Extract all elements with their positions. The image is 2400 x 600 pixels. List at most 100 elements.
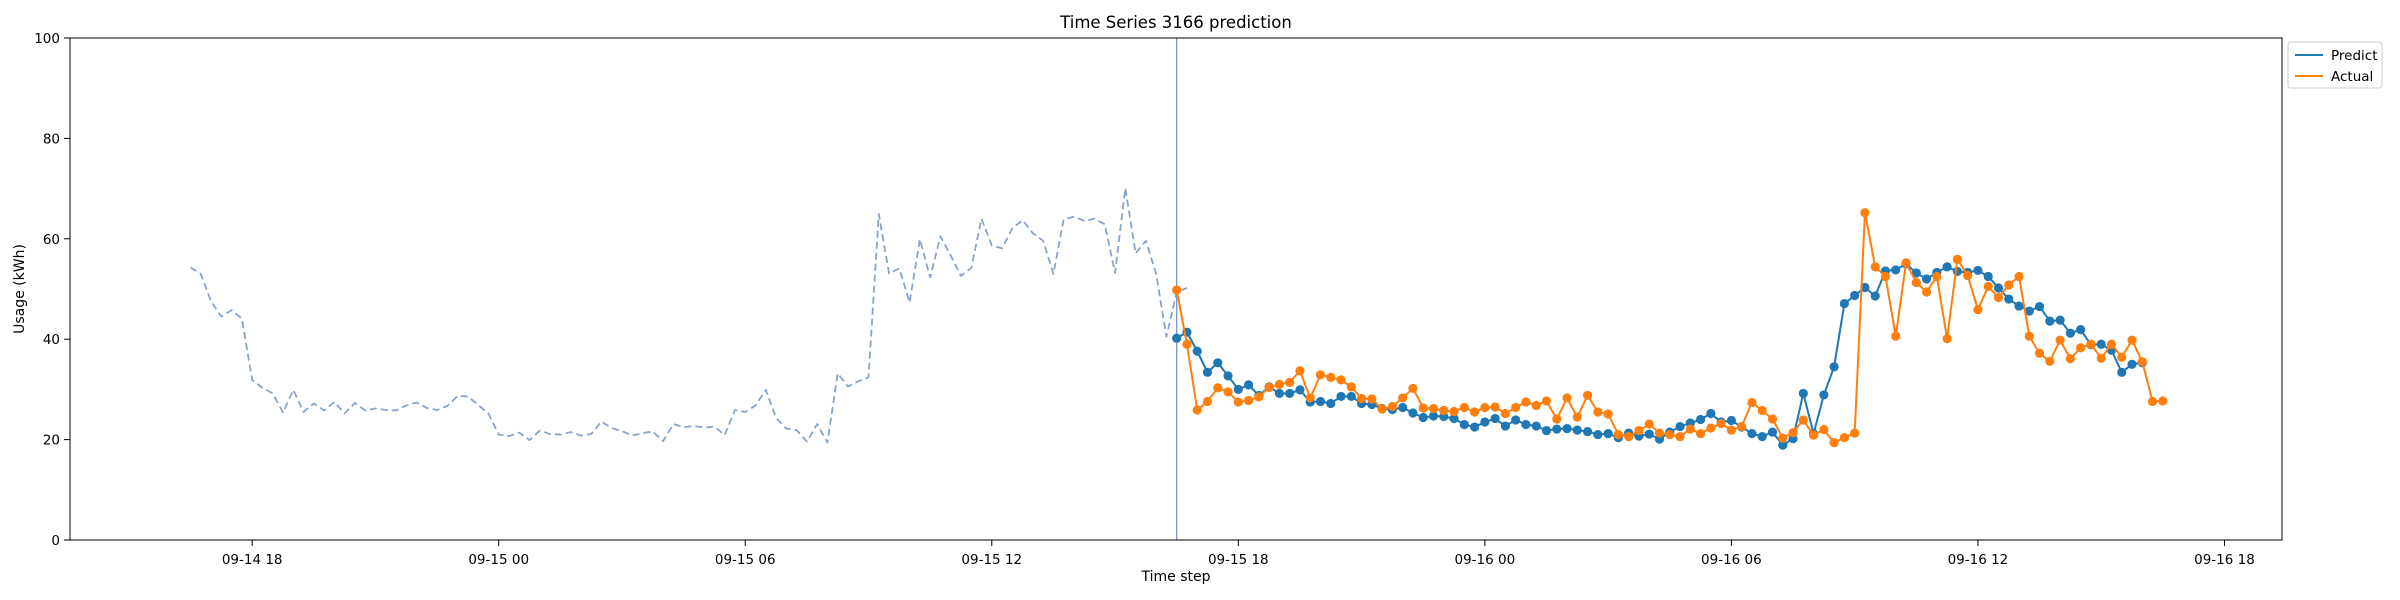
actual-point [1993, 292, 2004, 303]
x-tick-label: 09-15 18 [1208, 552, 1269, 568]
actual-point [1634, 425, 1644, 436]
legend: Predict Actual [2287, 41, 2383, 89]
predict-point [1757, 431, 1767, 442]
predict-point [1274, 388, 1285, 399]
actual-point [1963, 270, 1973, 281]
y-tick-label: 80 [43, 131, 60, 147]
actual-point [1521, 397, 1531, 407]
actual-point [1367, 394, 1377, 404]
actual-point [1798, 415, 1808, 425]
actual-point [1541, 396, 1552, 406]
actual-series-line [1175, 211, 2163, 444]
predict-point [1798, 388, 1808, 399]
predict-point [1336, 391, 1346, 402]
actual-point [2158, 396, 2168, 406]
predict-point [1552, 424, 1562, 434]
x-tick-label: 09-15 12 [961, 552, 1022, 568]
predict-point [1541, 425, 1552, 436]
predict-point [1695, 414, 1706, 425]
plot-area [190, 38, 2168, 540]
actual-point [1418, 403, 1428, 413]
actual-point [1747, 397, 1757, 408]
actual-point [2045, 356, 2055, 366]
predict-point [1644, 429, 1654, 439]
actual-point [1850, 428, 1860, 438]
actual-point [2096, 353, 2106, 363]
actual-point [1757, 405, 1767, 416]
actual-point [1870, 262, 1880, 272]
predict-point [1778, 440, 1788, 450]
predict-point [1973, 265, 1983, 276]
actual-point [1973, 304, 1983, 315]
actual-point [1593, 407, 1603, 417]
actual-point [1254, 392, 1264, 402]
predict-point [1675, 421, 1685, 432]
actual-point [1408, 383, 1418, 393]
predict-point [1870, 291, 1880, 301]
legend-actual-label: Actual [2331, 69, 2373, 85]
actual-point [1531, 400, 1541, 411]
actual-point [2014, 271, 2024, 282]
predict-point [1172, 333, 1182, 343]
predict-point [1243, 380, 1254, 390]
actual-point [1305, 393, 1315, 403]
predict-point [1593, 429, 1603, 440]
actual-point [1398, 393, 1408, 403]
predict-point [1582, 426, 1593, 437]
predict-point [1346, 391, 1356, 402]
history-series-line [190, 187, 1188, 444]
actual-point [1582, 390, 1593, 401]
actual-point [1860, 208, 1870, 218]
predict-point [1192, 346, 1202, 356]
actual-point [1428, 403, 1439, 414]
predict-point [1850, 290, 1860, 301]
axes-frame [69, 37, 2283, 541]
actual-point [1880, 271, 1891, 282]
predict-point [1202, 367, 1213, 377]
predict-point [2117, 367, 2127, 377]
predict-point [1449, 413, 1459, 424]
actual-point [1326, 372, 1336, 382]
x-tick-label: 09-15 06 [715, 552, 776, 568]
predict-point [1819, 390, 1829, 400]
actual-point [2065, 354, 2075, 364]
predict-point [1398, 402, 1408, 413]
actual-point [1767, 414, 1778, 424]
y-tick-label: 60 [43, 232, 60, 248]
actual-point [1706, 423, 1716, 433]
predict-point [1747, 428, 1757, 439]
actual-point [1675, 431, 1685, 442]
actual-point [1387, 401, 1398, 412]
predict-point [1459, 419, 1469, 430]
predict-point [2024, 306, 2034, 316]
actual-point [2117, 352, 2127, 362]
actual-point [1983, 281, 1993, 292]
predict-point [1326, 398, 1336, 409]
actual-point [2004, 280, 2014, 290]
actual-point [1480, 402, 1490, 413]
x-tick-label: 09-16 12 [1948, 552, 2009, 568]
actual-point [1788, 427, 1798, 438]
actual-point [1562, 393, 1572, 403]
y-tick-label: 40 [43, 332, 60, 348]
actual-point [2137, 357, 2147, 367]
actual-point [1243, 395, 1254, 406]
actual-point [1552, 414, 1562, 424]
actual-point [1716, 418, 1726, 429]
actual-point [1932, 271, 1942, 282]
actual-point [1685, 424, 1695, 434]
actual-point [2034, 348, 2045, 358]
actual-point [1213, 383, 1223, 393]
actual-point [1603, 409, 1613, 419]
predict-point [1315, 396, 1326, 407]
actual-point [1778, 433, 1788, 443]
actual-point [1223, 387, 1233, 397]
actual-point [1295, 366, 1305, 376]
actual-point [2055, 335, 2065, 345]
actual-point [1233, 397, 1243, 407]
x-axis-label: Time step [1141, 569, 1211, 585]
actual-point [2086, 339, 2096, 349]
predict-point [1531, 421, 1541, 431]
actual-point [2076, 343, 2086, 353]
predict-point [2045, 316, 2055, 326]
